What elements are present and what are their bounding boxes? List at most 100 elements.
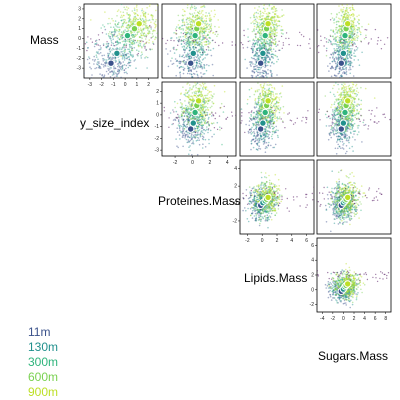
data-point [188, 57, 191, 60]
data-point [259, 77, 261, 78]
data-point [112, 26, 115, 29]
data-point [261, 22, 264, 24]
x-tick-label: 2 [147, 82, 150, 88]
data-point [260, 117, 263, 120]
data-point [132, 22, 135, 24]
data-point [200, 85, 202, 87]
data-point [341, 56, 343, 59]
data-point [263, 88, 266, 90]
data-point [251, 126, 253, 129]
data-point [192, 20, 195, 22]
data-point [200, 107, 203, 110]
data-point [206, 53, 209, 56]
data-point [277, 129, 279, 132]
data-point [176, 102, 179, 105]
data-point [270, 90, 272, 93]
data-point [269, 39, 271, 42]
data-point [200, 16, 202, 19]
data-point [257, 101, 260, 103]
data-point [120, 31, 123, 33]
data-point [120, 19, 123, 22]
data-point [191, 95, 194, 98]
data-point [288, 43, 290, 46]
data-point [204, 37, 207, 39]
data-point [187, 38, 190, 41]
data-point [166, 39, 169, 42]
data-point [277, 117, 279, 120]
data-point [195, 83, 198, 86]
data-point [195, 39, 198, 41]
data-point [140, 34, 143, 37]
data-point [185, 89, 187, 91]
data-point [259, 44, 261, 46]
data-point [207, 46, 209, 48]
data-point [180, 131, 182, 134]
data-point [273, 5, 275, 8]
x-tick-label: -2 [173, 160, 178, 166]
data-point [185, 37, 188, 40]
data-point [339, 41, 342, 44]
data-point [260, 40, 262, 43]
data-point [127, 52, 129, 55]
data-point [196, 42, 199, 44]
data-point [183, 127, 186, 130]
data-point [182, 32, 185, 35]
data-point [103, 66, 105, 68]
data-point [136, 39, 139, 42]
data-point [120, 76, 122, 78]
data-point [343, 1, 345, 3]
data-point [337, 29, 339, 32]
data-point [173, 46, 175, 49]
data-point [262, 107, 264, 109]
data-point [351, 43, 354, 46]
data-point [265, 62, 267, 64]
data-point [145, 26, 147, 28]
data-point [350, 52, 352, 54]
data-point [253, 22, 255, 25]
data-point [261, 56, 263, 59]
data-point [339, 25, 342, 28]
data-point [185, 104, 187, 107]
data-point [348, 40, 350, 43]
data-point [261, 133, 264, 135]
data-point [99, 73, 101, 75]
data-point [204, 44, 206, 46]
data-point [258, 22, 261, 24]
data-point [190, 98, 192, 101]
data-point [277, 16, 279, 18]
data-point [155, 36, 157, 39]
data-point [194, 44, 196, 46]
data-point [116, 15, 118, 17]
data-point [178, 54, 181, 56]
data-point [127, 14, 130, 16]
data-point [265, 73, 268, 75]
data-point [340, 42, 343, 44]
data-point [194, 39, 197, 42]
data-point [202, 49, 205, 52]
data-point [309, 38, 311, 40]
data-point [214, 117, 216, 120]
data-point [338, 53, 340, 56]
data-point [261, 98, 264, 101]
data-point [201, 82, 204, 85]
data-point [151, 36, 154, 38]
data-point [187, 38, 190, 40]
data-point [141, 31, 143, 34]
data-point [331, 67, 334, 69]
data-point [119, 47, 121, 49]
data-point [199, 113, 201, 116]
data-point [331, 17, 334, 19]
data-point [256, 116, 258, 119]
data-point [348, 34, 351, 37]
data-point [261, 74, 263, 77]
data-point [263, 47, 266, 50]
data-point [181, 106, 183, 108]
data-point [299, 44, 302, 47]
data-point [256, 22, 259, 24]
data-point [183, 111, 186, 113]
data-point [327, 41, 330, 44]
data-point [213, 93, 215, 95]
data-point [335, 43, 337, 45]
data-point [348, 32, 351, 35]
data-point [121, 33, 123, 36]
